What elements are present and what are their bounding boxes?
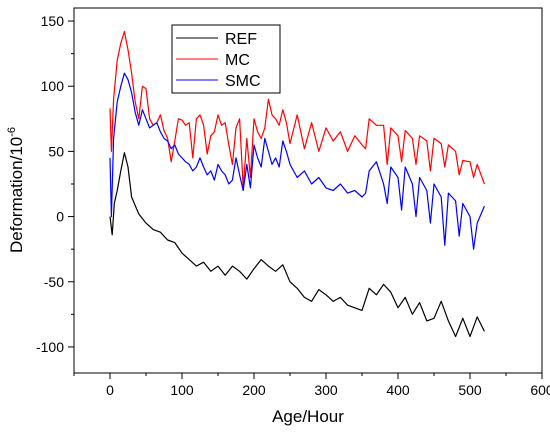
- x-tick-label: 500: [458, 382, 482, 398]
- series-layer: [109, 30, 485, 338]
- x-tick-label: 600: [530, 382, 550, 398]
- y-axis-title-base: Deformation/10: [7, 137, 26, 253]
- y-tick-label: 150: [41, 13, 65, 29]
- series-line-smc: [109, 72, 485, 250]
- x-tick-label: 200: [242, 382, 266, 398]
- series-line-mc: [109, 30, 485, 189]
- x-tick-label: 100: [170, 382, 194, 398]
- axis-ticks: 0 100 200 300 400 500 600 -100 -50 0 50 100 150: [36, 13, 550, 398]
- legend: REF MC SMC: [171, 24, 281, 94]
- y-tick-label: 50: [48, 143, 64, 159]
- x-tick-label: 0: [106, 382, 114, 398]
- y-axis-title-exponent: -6: [6, 127, 18, 137]
- plot-frame: [73, 7, 543, 374]
- legend-label-ref: REF: [225, 31, 257, 48]
- legend-label-mc: MC: [225, 52, 250, 69]
- y-tick-label: -100: [36, 339, 64, 355]
- legend-label-smc: SMC: [225, 73, 261, 90]
- y-tick-label: 100: [41, 78, 65, 94]
- y-axis-title: Deformation/10-6: [6, 127, 26, 253]
- x-tick-label: 300: [314, 382, 338, 398]
- y-tick-label: 0: [56, 209, 64, 225]
- y-tick-label: -50: [44, 274, 64, 290]
- x-tick-label: 400: [386, 382, 410, 398]
- series-line-ref: [109, 152, 485, 338]
- x-axis-title: Age/Hour: [272, 407, 344, 426]
